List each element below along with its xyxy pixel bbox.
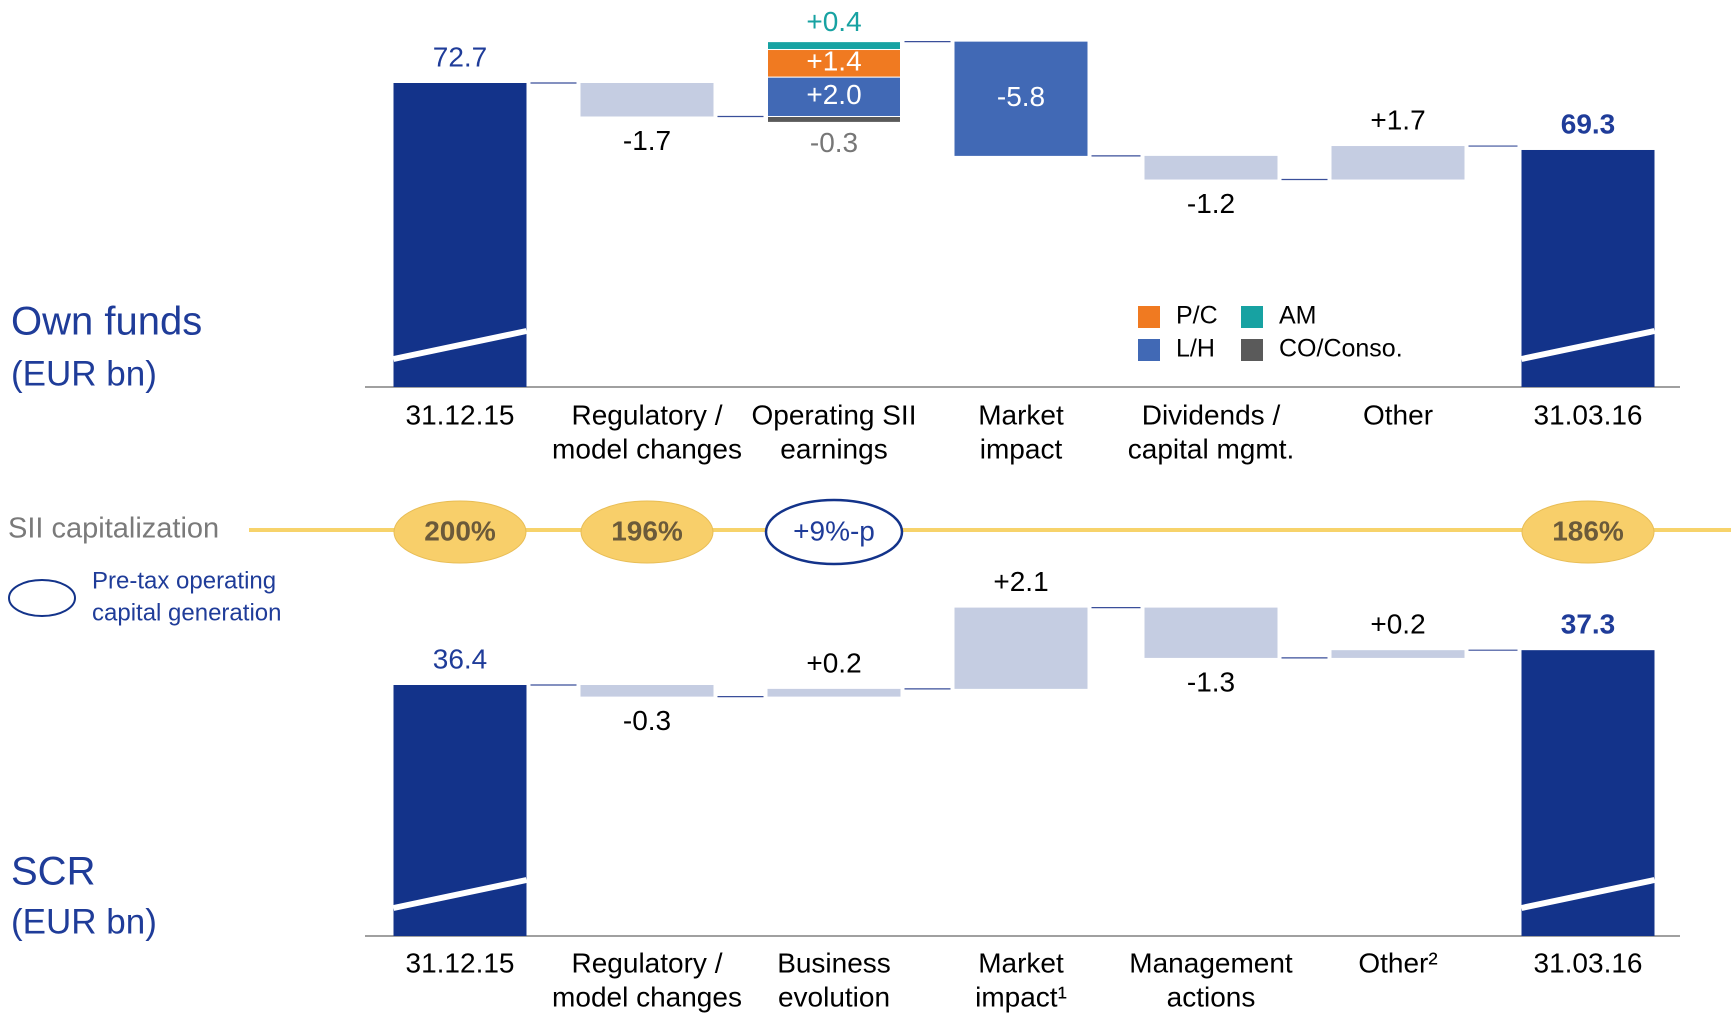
ratio-label: 200%: [424, 515, 496, 546]
total-bar: [393, 685, 527, 936]
generation-label: +9%-p: [793, 515, 875, 546]
x-tick-label: evolution: [778, 981, 890, 1012]
stack-segment: [767, 115, 901, 123]
x-tick-label: Management: [1129, 947, 1293, 978]
data-label: -1.2: [1187, 188, 1235, 219]
delta-bar: [954, 41, 1088, 156]
data-label: +2.0: [806, 79, 861, 110]
x-tick-label: Regulatory /: [572, 399, 723, 430]
note-label: capital generation: [92, 599, 281, 626]
x-tick-label: Market: [978, 399, 1064, 430]
chart-title: Own funds: [11, 300, 202, 344]
ratio-label: 196%: [611, 515, 683, 546]
legend-label: CO/Conso.: [1279, 335, 1403, 363]
generation-badge: [764, 498, 904, 566]
x-tick-label: Dividends /: [1142, 399, 1281, 430]
x-tick-label: Other: [1363, 399, 1433, 430]
axis-break: [392, 877, 528, 911]
x-tick-label: Regulatory /: [572, 947, 723, 978]
data-label: -1.7: [623, 125, 671, 156]
legend-swatch: [1138, 306, 1160, 328]
axis-break: [392, 328, 528, 362]
data-label: +0.2: [1370, 609, 1425, 640]
chart-subtitle: (EUR bn): [11, 354, 157, 393]
legend-label: AM: [1279, 302, 1317, 330]
data-label: -1.3: [1187, 666, 1235, 697]
legend-label: L/H: [1176, 335, 1215, 363]
chart-title: SCR: [11, 850, 95, 894]
x-tick-label: Market: [978, 947, 1064, 978]
ratio-badge: [1521, 500, 1655, 564]
x-tick-label: 31.03.16: [1534, 399, 1643, 430]
legend-swatch: [1138, 339, 1160, 361]
ratio-label: 186%: [1552, 515, 1624, 546]
axis-break: [1520, 877, 1656, 911]
x-tick-label: 31.12.15: [406, 947, 515, 978]
ratio-badge: [393, 500, 527, 564]
delta-bar: [954, 607, 1088, 689]
chart-subtitle: (EUR bn): [11, 902, 157, 941]
total-bar: [1521, 149, 1655, 387]
delta-bar: [1144, 607, 1278, 658]
delta-bar: [1331, 650, 1465, 658]
legend-swatch: [1241, 306, 1263, 328]
data-label: 72.7: [433, 41, 488, 72]
data-label: +0.2: [806, 647, 861, 678]
x-tick-label: Other²: [1358, 947, 1437, 978]
x-tick-label: 31.12.15: [406, 399, 515, 430]
stack-segment: [767, 76, 901, 117]
data-label: -0.3: [810, 127, 858, 158]
legend-swatch: [1241, 339, 1263, 361]
x-tick-label: impact: [980, 433, 1063, 464]
sii-label: SII capitalization: [8, 513, 219, 545]
data-label: -0.3: [623, 705, 671, 736]
total-bar: [393, 83, 527, 387]
x-tick-label: Operating SII: [752, 399, 917, 430]
delta-bar: [1144, 155, 1278, 180]
x-tick-label: model changes: [552, 981, 742, 1012]
data-label: -5.8: [997, 81, 1045, 112]
delta-bar: [1331, 146, 1465, 180]
data-label: +1.7: [1370, 104, 1425, 135]
x-tick-label: earnings: [780, 433, 887, 464]
stack-segment: [767, 49, 901, 78]
note-label: Pre-tax operating: [92, 567, 276, 594]
x-tick-label: model changes: [552, 433, 742, 464]
note-icon: [8, 579, 76, 617]
data-label: 36.4: [433, 643, 488, 674]
x-tick-label: actions: [1167, 981, 1256, 1012]
data-label: +2.1: [993, 566, 1048, 597]
axis-break: [1520, 328, 1656, 362]
ratio-badge: [580, 500, 714, 564]
data-label: +0.4: [806, 6, 861, 37]
x-tick-label: impact¹: [975, 981, 1067, 1012]
data-label: +1.4: [806, 46, 861, 77]
total-bar: [1521, 650, 1655, 936]
legend-label: P/C: [1176, 302, 1218, 330]
x-tick-label: 31.03.16: [1534, 947, 1643, 978]
stack-segment: [767, 41, 901, 51]
data-label: 37.3: [1561, 609, 1616, 640]
delta-bar: [580, 685, 714, 697]
x-tick-label: capital mgmt.: [1128, 433, 1295, 464]
x-tick-label: Business: [777, 947, 891, 978]
delta-bar: [580, 83, 714, 117]
delta-bar: [767, 688, 901, 697]
data-label: 69.3: [1561, 108, 1616, 139]
